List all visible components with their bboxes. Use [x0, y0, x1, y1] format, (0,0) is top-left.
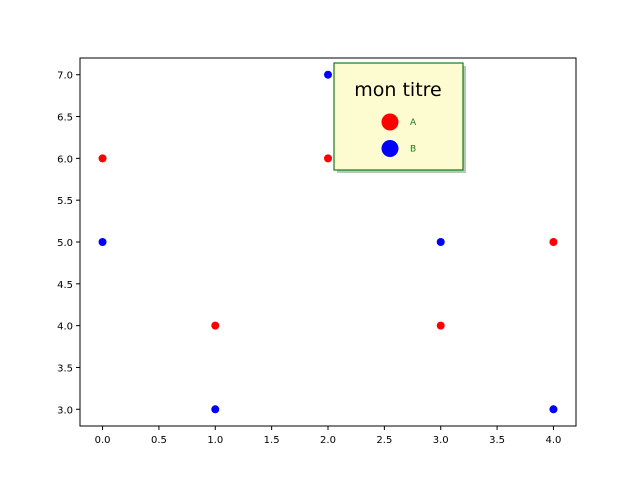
y-tick-label: 7.0	[57, 71, 73, 82]
x-tick-label: 2.5	[376, 435, 392, 446]
x-tick-label: 3.5	[489, 435, 505, 446]
y-tick-label: 4.5	[57, 280, 73, 291]
y-tick-label: 5.0	[57, 238, 73, 249]
legend-label-b: B	[410, 145, 416, 155]
legend: mon titre AB	[333, 62, 466, 173]
legend-marker-a	[381, 113, 399, 131]
legend-entries: AB	[381, 113, 417, 157]
y-tick-label: 4.0	[57, 322, 73, 333]
x-tick-label: 0.5	[151, 435, 167, 446]
data-point-a	[436, 321, 445, 330]
data-point-b	[211, 405, 220, 414]
legend-box	[333, 62, 464, 171]
x-tick-label: 4.0	[546, 435, 562, 446]
x-axis-ticks: 0.0 0.5 1.0 1.5 2.0 2.5 3.0 3.5 4.0	[95, 426, 562, 446]
x-tick-label: 1.0	[207, 435, 223, 446]
data-point-b	[549, 405, 558, 414]
plot-area	[79, 57, 577, 427]
data-point-a	[211, 321, 220, 330]
legend-title: mon titre	[354, 79, 441, 101]
data-point-b	[98, 238, 107, 246]
data-point-b	[436, 238, 445, 246]
x-tick-label: 2.0	[320, 435, 336, 446]
y-tick-label: 6.0	[57, 154, 73, 165]
y-tick-label: 6.5	[57, 113, 73, 124]
x-tick-label: 0.0	[95, 435, 111, 446]
y-tick-label: 3.5	[57, 363, 73, 374]
y-tick-label: 3.0	[57, 405, 73, 416]
x-tick-label: 3.0	[433, 435, 449, 446]
y-tick-label: 5.5	[57, 196, 73, 207]
legend-label-a: A	[410, 118, 417, 128]
data-point-b	[324, 70, 332, 79]
y-axis-ticks: 3.0 3.5 4.0 4.5 5.0 5.5 6.0 6.5 7.0	[57, 71, 80, 416]
legend-marker-b	[381, 140, 399, 157]
data-point-a	[549, 238, 558, 246]
x-tick-label: 1.5	[264, 435, 280, 446]
data-point-a	[98, 154, 107, 163]
data-points	[98, 70, 558, 414]
data-point-a	[324, 154, 332, 163]
